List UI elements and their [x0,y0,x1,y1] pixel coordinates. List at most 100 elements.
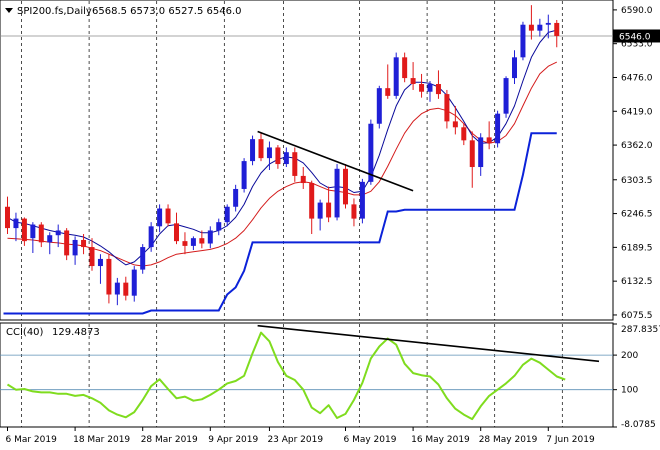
candle-body [81,239,87,248]
candle-body [334,168,340,218]
chart-symbol: SPI200.fs,Daily [17,6,92,17]
cci-title: CCI(40) [6,327,44,338]
candle [224,204,230,227]
candle [317,199,323,231]
price-trendline-segment [257,130,414,192]
cci-trendline [257,324,600,363]
price-axis: 6590.0 6533.0 6476.0 6419.0 6362.0 6303.5 6246… [613,6,653,321]
candle-body [520,24,526,58]
candle-body [410,78,416,85]
candle-body [89,247,95,267]
candle-body [283,152,289,165]
candle-body [452,121,458,128]
channel-path [3,132,557,315]
candle [38,222,44,248]
candle [131,266,137,302]
collapse-triangle-icon[interactable] [5,8,13,13]
candle-body [393,57,399,96]
candle [114,277,120,306]
current-price-box [613,29,660,43]
candle-body [351,204,357,219]
candle-body [224,206,230,223]
price-panel [0,0,614,321]
candle-body [148,226,154,248]
cci-axis: 287.8357 200 100 -8.0785 [613,323,660,430]
cci-level-lines [0,354,613,391]
candle-body [275,147,281,165]
current-price-label: 6546.0 [619,32,651,42]
date-tick-label: 23 Apr 2019 [267,435,323,445]
price-tick-label: 6476.0 [621,73,653,83]
candle-body [402,57,408,79]
candle-body [55,230,61,236]
candle [376,85,382,129]
candle-body [419,84,425,92]
candle-body [469,140,475,168]
candle [300,167,306,189]
candle-body [241,161,247,189]
candle [64,228,70,261]
candle-body [258,139,264,159]
candle-body [300,175,306,184]
vertical-grid [21,1,563,320]
candle [123,276,129,301]
candle [435,70,441,99]
slow-ma-line [7,61,558,267]
date-tick-label: 6 Mar 2019 [6,435,58,445]
candle-body [444,94,450,122]
candle [207,226,213,249]
candle [165,204,171,227]
candle [469,131,475,188]
candle-body [326,202,332,218]
candle [97,254,103,284]
candle [199,230,205,249]
candle [182,232,188,255]
candle-body [343,168,348,205]
fast-ma-path [7,29,557,266]
fast-ma-line [7,29,557,266]
price-tick-label: 6132.5 [621,277,653,287]
candle [419,73,425,98]
cci-value: 129.4873 [52,327,100,338]
candle [554,19,560,48]
candle [157,204,163,233]
candle [106,254,112,304]
candle-body [199,238,205,244]
candle [402,52,408,83]
candlesticks [5,5,560,306]
price-trendline [257,130,414,192]
candle-body [64,230,70,256]
price-tick-label: 6303.5 [621,176,653,186]
candle [309,180,315,235]
candle [326,186,332,223]
candle [250,135,256,166]
candle-body [554,22,560,36]
candle-body [182,241,188,246]
cci-line [6,331,566,421]
candle [292,147,298,182]
cci-tick-label: 287.8357 [621,325,660,335]
candle [537,18,543,37]
candle-body [545,22,551,25]
candle [478,133,484,176]
candle-body [266,147,272,159]
cci-tick-label: 200 [621,351,638,361]
candle-body [97,258,103,267]
candle [545,14,551,39]
candle [216,218,222,236]
candle-body [38,224,44,243]
date-tick-label: 28 May 2019 [479,435,538,445]
candle [55,224,61,248]
candle-body [250,139,256,162]
candle [13,212,19,242]
candle [495,110,501,148]
candle [359,178,365,224]
candle [140,244,146,274]
candle-body [216,222,222,231]
candle [30,222,36,253]
candle-body [13,218,19,229]
candle [393,52,399,99]
price-tick-label: 6533.0 [621,40,653,50]
price-tick-label: 6246.5 [621,210,653,220]
candle-body [309,183,315,219]
